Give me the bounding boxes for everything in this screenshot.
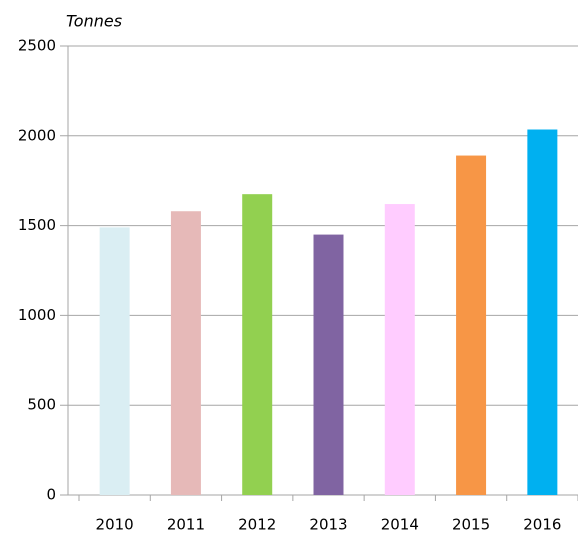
y-axis-label: Tonnes [66, 12, 122, 31]
x-tick-label: 2012 [238, 516, 276, 534]
bar [170, 211, 201, 495]
x-tick-label: 2011 [167, 516, 205, 534]
y-tick-label: 1000 [18, 306, 56, 324]
bar [456, 155, 487, 495]
bar [99, 227, 130, 495]
x-tick-label: 2015 [452, 516, 490, 534]
x-tick-label: 2013 [309, 516, 347, 534]
x-tick-label: 2014 [381, 516, 419, 534]
x-tick-label: 2016 [523, 516, 561, 534]
y-tick-label: 1500 [18, 216, 56, 234]
y-tick-label: 2500 [18, 37, 56, 55]
y-tick-label: 0 [46, 486, 56, 504]
bar [527, 129, 558, 495]
y-tick-label: 500 [27, 396, 56, 414]
bar [242, 194, 273, 496]
bar [313, 234, 344, 495]
x-tick-label: 2010 [96, 516, 134, 534]
bar [384, 204, 415, 495]
y-tick-label: 2000 [18, 126, 56, 144]
